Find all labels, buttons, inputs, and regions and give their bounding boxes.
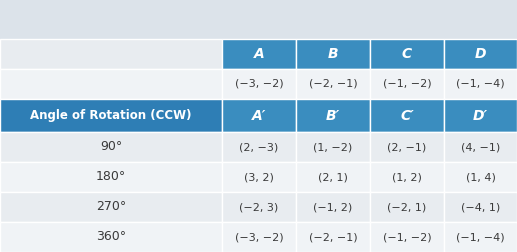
- Bar: [0, 162, 222, 192]
- Text: (−2, 1): (−2, 1): [387, 202, 427, 212]
- Text: (1, 2): (1, 2): [392, 172, 422, 182]
- Bar: [296, 69, 370, 99]
- Bar: [0, 192, 222, 222]
- Bar: [370, 162, 444, 192]
- Text: (−1, −4): (−1, −4): [456, 232, 505, 242]
- Bar: [222, 39, 296, 69]
- Text: B: B: [328, 47, 338, 61]
- Bar: [444, 162, 517, 192]
- Text: 90°: 90°: [100, 141, 122, 153]
- Text: 270°: 270°: [96, 201, 126, 213]
- Text: (−1, −2): (−1, −2): [383, 232, 431, 242]
- Text: (1, −2): (1, −2): [313, 142, 353, 152]
- Bar: [222, 69, 296, 99]
- Text: D′: D′: [473, 109, 488, 122]
- Bar: [222, 162, 296, 192]
- Text: A: A: [254, 47, 264, 61]
- Bar: [296, 222, 370, 252]
- Text: (−3, −2): (−3, −2): [235, 232, 283, 242]
- Text: C: C: [402, 47, 412, 61]
- Bar: [444, 132, 517, 162]
- Text: (−2, −1): (−2, −1): [309, 232, 357, 242]
- Text: (−2, 3): (−2, 3): [239, 202, 279, 212]
- Text: (−3, −2): (−3, −2): [235, 79, 283, 89]
- Bar: [444, 192, 517, 222]
- Text: D: D: [475, 47, 486, 61]
- Bar: [222, 222, 296, 252]
- Bar: [296, 162, 370, 192]
- Bar: [370, 222, 444, 252]
- Bar: [296, 39, 370, 69]
- Text: (3, 2): (3, 2): [244, 172, 274, 182]
- Bar: [296, 99, 370, 132]
- Text: (2, −3): (2, −3): [239, 142, 279, 152]
- Text: C′: C′: [400, 109, 414, 122]
- Bar: [370, 69, 444, 99]
- Bar: [370, 192, 444, 222]
- Bar: [296, 192, 370, 222]
- Text: Angle of Rotation (CCW): Angle of Rotation (CCW): [31, 109, 192, 122]
- Bar: [0, 39, 222, 69]
- Bar: [222, 99, 296, 132]
- Bar: [444, 99, 517, 132]
- Bar: [0, 222, 222, 252]
- Bar: [222, 192, 296, 222]
- Text: (2, 1): (2, 1): [318, 172, 348, 182]
- Text: (−1, 2): (−1, 2): [313, 202, 353, 212]
- Text: (−4, 1): (−4, 1): [461, 202, 500, 212]
- Bar: [444, 39, 517, 69]
- Bar: [222, 132, 296, 162]
- Text: A′: A′: [252, 109, 266, 122]
- Bar: [370, 99, 444, 132]
- Bar: [370, 39, 444, 69]
- Text: (−1, −2): (−1, −2): [383, 79, 431, 89]
- Text: B′: B′: [326, 109, 340, 122]
- Text: 360°: 360°: [96, 231, 126, 243]
- Text: (−2, −1): (−2, −1): [309, 79, 357, 89]
- Bar: [0, 69, 222, 99]
- Bar: [296, 132, 370, 162]
- Bar: [370, 132, 444, 162]
- Bar: [0, 132, 222, 162]
- Bar: [444, 69, 517, 99]
- Text: 180°: 180°: [96, 171, 126, 183]
- Text: (4, −1): (4, −1): [461, 142, 500, 152]
- Text: (2, −1): (2, −1): [387, 142, 427, 152]
- Text: (−1, −4): (−1, −4): [456, 79, 505, 89]
- Bar: [0, 99, 222, 132]
- Text: (1, 4): (1, 4): [466, 172, 495, 182]
- Bar: [444, 222, 517, 252]
